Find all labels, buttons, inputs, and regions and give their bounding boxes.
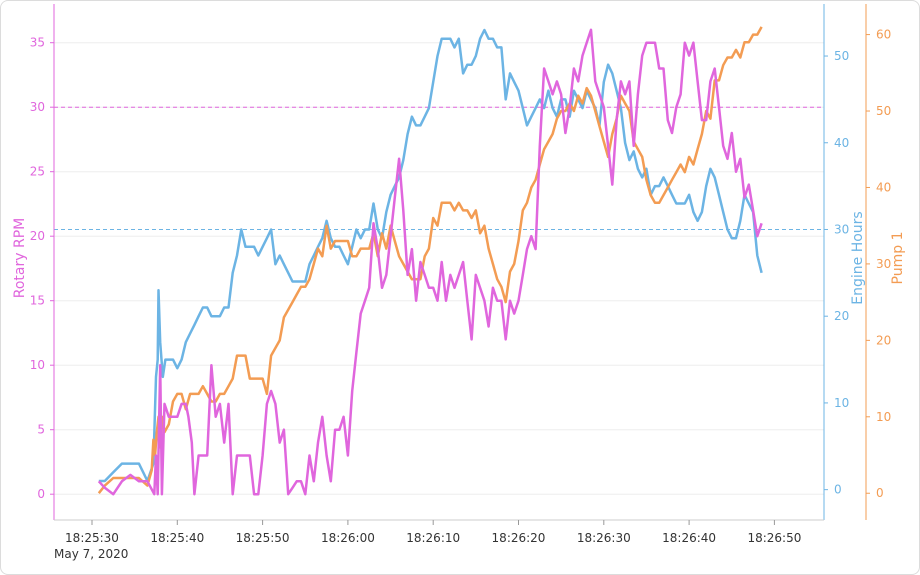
left-tick-label: 10 (30, 358, 45, 372)
left-tick-label: 20 (30, 229, 45, 243)
left-axis-title: Rotary RPM (12, 218, 28, 298)
engine-hours-tick-label: 40 (834, 136, 849, 150)
gridlines (54, 42, 824, 495)
series-lines (97, 26, 763, 496)
x-tick-label: 18:26:10 (406, 531, 460, 545)
x-tick-label: 18:25:30 (65, 531, 119, 545)
left-tick-label: 0 (37, 487, 45, 501)
engine-hours-tick-label: 20 (834, 309, 849, 323)
left-tick-label: 25 (30, 165, 45, 179)
pump-axis-title: Pump 1 (890, 232, 906, 285)
left-tick-label: 5 (37, 423, 45, 437)
date-label: May 7, 2020 (54, 547, 128, 561)
pump-tick-label: 10 (876, 410, 891, 424)
engine-hours-tick-label: 30 (834, 222, 849, 236)
x-tick-label: 18:26:50 (747, 531, 801, 545)
reference-lines (54, 106, 824, 230)
axes: 0 5 10 15 20 25 30 35 0 10 20 30 40 50 0 10 20 30 40 50 60 18… (30, 4, 891, 545)
series-line-engine-hours (98, 28, 763, 483)
x-tick-label: 18:25:50 (236, 531, 290, 545)
engine-hours-tick-label: 50 (834, 49, 849, 63)
series-line-rotary-rpm (97, 28, 763, 496)
pump-tick-label: 20 (876, 333, 891, 347)
engine-hours-tick-label: 10 (834, 396, 849, 410)
engine-hours-tick-label: 0 (834, 483, 842, 497)
x-tick-label: 18:25:40 (150, 531, 204, 545)
left-tick-label: 15 (30, 294, 45, 308)
pump-tick-label: 30 (876, 257, 891, 271)
engine-hours-axis-title: Engine Hours (850, 211, 866, 304)
x-tick-label: 18:26:00 (321, 531, 375, 545)
left-tick-label: 35 (30, 36, 45, 50)
pump-tick-label: 50 (876, 104, 891, 118)
x-tick-label: 18:26:40 (662, 531, 716, 545)
x-tick-label: 18:26:20 (492, 531, 546, 545)
x-tick-label: 18:26:30 (577, 531, 631, 545)
pump-tick-label: 0 (876, 486, 884, 500)
pump-tick-label: 60 (876, 28, 891, 42)
left-tick-label: 30 (30, 100, 45, 114)
pump-tick-label: 40 (876, 180, 891, 194)
